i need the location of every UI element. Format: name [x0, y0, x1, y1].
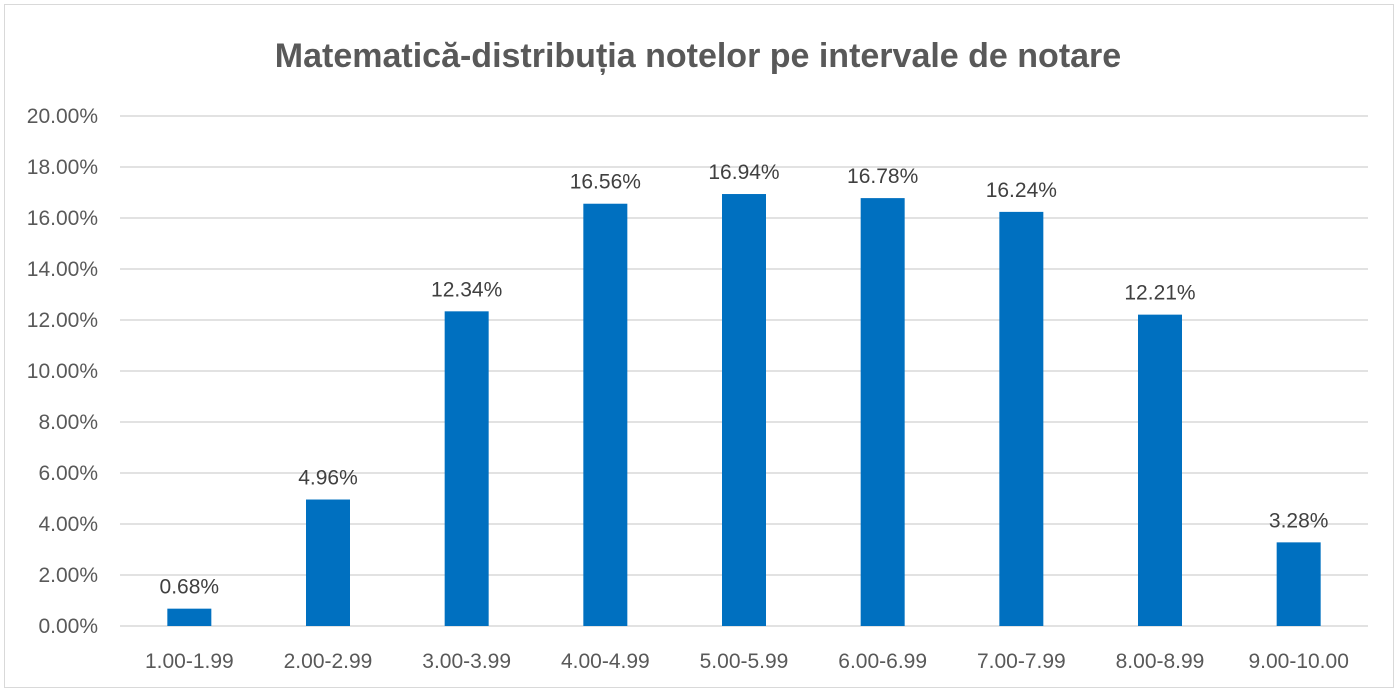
data-label: 4.96% [298, 467, 358, 490]
y-tick-label: 18.00% [27, 156, 98, 179]
data-label: 12.34% [431, 278, 502, 301]
y-tick-label: 6.00% [38, 462, 98, 485]
x-tick-label: 9.00-10.00 [1248, 650, 1348, 673]
x-tick-label: 2.00-2.99 [284, 650, 373, 673]
y-tick-label: 2.00% [38, 564, 98, 587]
bar [306, 499, 350, 626]
x-tick-label: 4.00-4.99 [561, 650, 650, 673]
data-label: 3.28% [1269, 509, 1329, 532]
data-label: 0.68% [160, 576, 220, 599]
x-axis-tick-labels: 1.00-1.99 2.00-2.99 3.00-3.99 4.00-4.99 5.00… [145, 650, 1349, 673]
bar [722, 194, 766, 626]
data-label: 16.24% [986, 179, 1057, 202]
y-tick-label: 10.00% [27, 360, 98, 383]
y-tick-label: 14.00% [27, 258, 98, 281]
bar [1276, 542, 1321, 626]
y-tick-label: 8.00% [38, 411, 98, 434]
data-label: 16.94% [708, 161, 779, 184]
bars [167, 194, 1321, 627]
x-tick-label: 7.00-7.99 [977, 650, 1066, 673]
data-label: 16.78% [847, 165, 918, 188]
y-tick-label: 0.00% [38, 615, 98, 638]
bar [860, 198, 905, 627]
x-tick-label: 8.00-8.99 [1116, 650, 1205, 673]
data-labels: 0.68% 4.96% 12.34% 16.56% 16.94% 16.78% 16.24%… [160, 161, 1329, 599]
bar [583, 203, 628, 626]
data-label: 16.56% [570, 171, 641, 194]
bar [167, 608, 212, 626]
y-tick-label: 12.00% [27, 309, 98, 332]
chart-title: Matematică-distribuția notelor pe interv… [275, 37, 1121, 75]
x-tick-label: 5.00-5.99 [700, 650, 789, 673]
y-tick-label: 16.00% [27, 207, 98, 230]
bar [1138, 314, 1182, 626]
y-tick-label: 20.00% [27, 105, 98, 128]
bar [999, 211, 1044, 626]
bar [444, 311, 489, 626]
y-tick-label: 4.00% [38, 513, 98, 536]
x-tick-label: 6.00-6.99 [838, 650, 927, 673]
x-tick-label: 1.00-1.99 [145, 650, 234, 673]
x-tick-label: 3.00-3.99 [422, 650, 511, 673]
y-axis-tick-labels: 0.00% 2.00% 4.00% 6.00% 8.00% 10.00% 12.00% 14.… [27, 105, 98, 638]
data-label: 12.21% [1124, 282, 1195, 305]
